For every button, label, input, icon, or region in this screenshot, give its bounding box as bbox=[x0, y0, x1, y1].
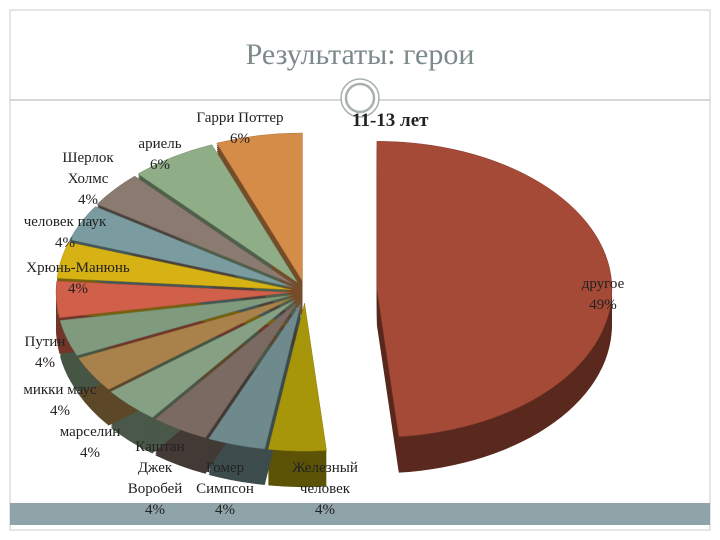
data-label: микки маус 4% bbox=[5, 380, 115, 422]
category-label: Хрюнь-Манюнь bbox=[26, 260, 130, 276]
footer-bar bbox=[10, 503, 710, 525]
value-label: 4% bbox=[145, 502, 165, 518]
ornament bbox=[344, 82, 376, 114]
value-label: 6% bbox=[230, 131, 250, 147]
data-label: Железный человек 4% bbox=[270, 458, 380, 521]
data-label: Шерлок Холмс 4% bbox=[43, 148, 133, 211]
slice bbox=[59, 295, 292, 356]
data-label: марселин 4% bbox=[45, 422, 135, 464]
value-label: 4% bbox=[80, 445, 100, 461]
slice bbox=[376, 141, 613, 437]
category-label: ариель bbox=[138, 136, 182, 152]
category-label: человек паук bbox=[23, 214, 107, 230]
slice bbox=[69, 206, 293, 288]
slice bbox=[110, 299, 296, 418]
slice bbox=[216, 132, 303, 282]
data-label: Хрюнь-Манюнь 4% bbox=[3, 258, 153, 300]
category-label: микки маус bbox=[23, 382, 97, 398]
value-label: 4% bbox=[215, 502, 235, 518]
slice bbox=[267, 303, 327, 452]
value-label: 4% bbox=[55, 235, 75, 251]
data-label: Путин 4% bbox=[5, 332, 85, 374]
value-label: 4% bbox=[50, 403, 70, 419]
data-label: человек паук 4% bbox=[0, 212, 130, 254]
category-label: другое bbox=[581, 276, 625, 292]
data-label: ариель 6% bbox=[120, 134, 200, 176]
value-label: 49% bbox=[589, 297, 617, 313]
category-label: марселин bbox=[59, 424, 121, 440]
data-label: другое 49% bbox=[558, 274, 648, 316]
value-label: 4% bbox=[78, 192, 98, 208]
category-label: Каштан bbox=[135, 439, 185, 455]
value-label: 4% bbox=[35, 355, 55, 371]
value-label: 4% bbox=[315, 502, 335, 518]
data-label: Гарри Поттер 6% bbox=[185, 108, 295, 150]
value-label: 4% bbox=[68, 281, 88, 297]
slice bbox=[78, 297, 294, 390]
slice bbox=[55, 280, 292, 318]
data-label: Джек Воробей 4% bbox=[115, 458, 195, 521]
slide-border bbox=[9, 9, 711, 531]
slice bbox=[154, 301, 299, 439]
slice bbox=[208, 302, 302, 450]
category-label: Джек Воробей bbox=[127, 460, 183, 497]
category-label: Гомер Симпсон bbox=[196, 460, 254, 497]
category-label: Путин bbox=[24, 334, 66, 350]
category-label: Железный человек bbox=[292, 460, 358, 497]
chart-title: Результаты: герои bbox=[245, 38, 475, 71]
category-label: Шерлок Холмс bbox=[62, 150, 114, 187]
slice bbox=[56, 241, 292, 291]
chart-subtitle: 11-13 лет bbox=[352, 110, 429, 131]
data-label: Каштан bbox=[115, 437, 205, 458]
slice bbox=[137, 144, 298, 283]
data-label: Гомер Симпсон 4% bbox=[180, 458, 270, 521]
value-label: 6% bbox=[150, 157, 170, 173]
slice bbox=[96, 175, 295, 286]
category-label: Гарри Поттер bbox=[196, 110, 284, 126]
